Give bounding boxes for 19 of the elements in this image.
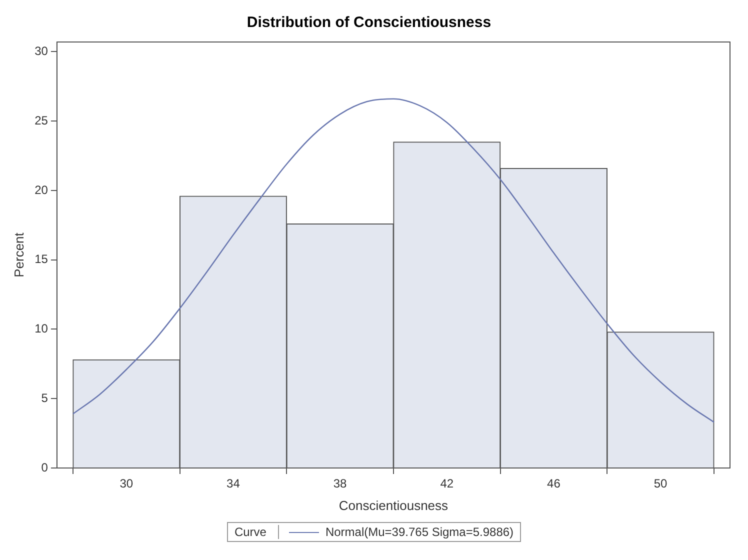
y-tick-label: 15 (34, 252, 48, 266)
x-tick-label: 34 (226, 476, 240, 491)
y-tick-label: 25 (34, 113, 48, 128)
x-tick-label: 50 (654, 476, 668, 491)
x-tick-label: 38 (333, 476, 348, 491)
line-series (72, 98, 715, 423)
y-axis-title: Percent (11, 232, 26, 278)
y-tick-label: 5 (41, 390, 48, 405)
y-tick-label: 0 (41, 460, 48, 474)
y-tick-label: 10 (34, 322, 48, 336)
chart-title: Distribution of Conscientiousness (246, 14, 492, 32)
x-axis-title: Conscientiousness (338, 498, 449, 513)
x-tick-label: 46 (547, 476, 561, 491)
y-tick-label: 30 (34, 44, 48, 58)
legend-title: Curve (234, 525, 280, 539)
x-tick-label: 42 (440, 476, 454, 491)
x-tick-label: 30 (120, 476, 134, 491)
legend-label: Normal(Mu=39.765 Sigma=5.9886) (325, 525, 514, 539)
y-tick-label: 20 (34, 182, 48, 197)
